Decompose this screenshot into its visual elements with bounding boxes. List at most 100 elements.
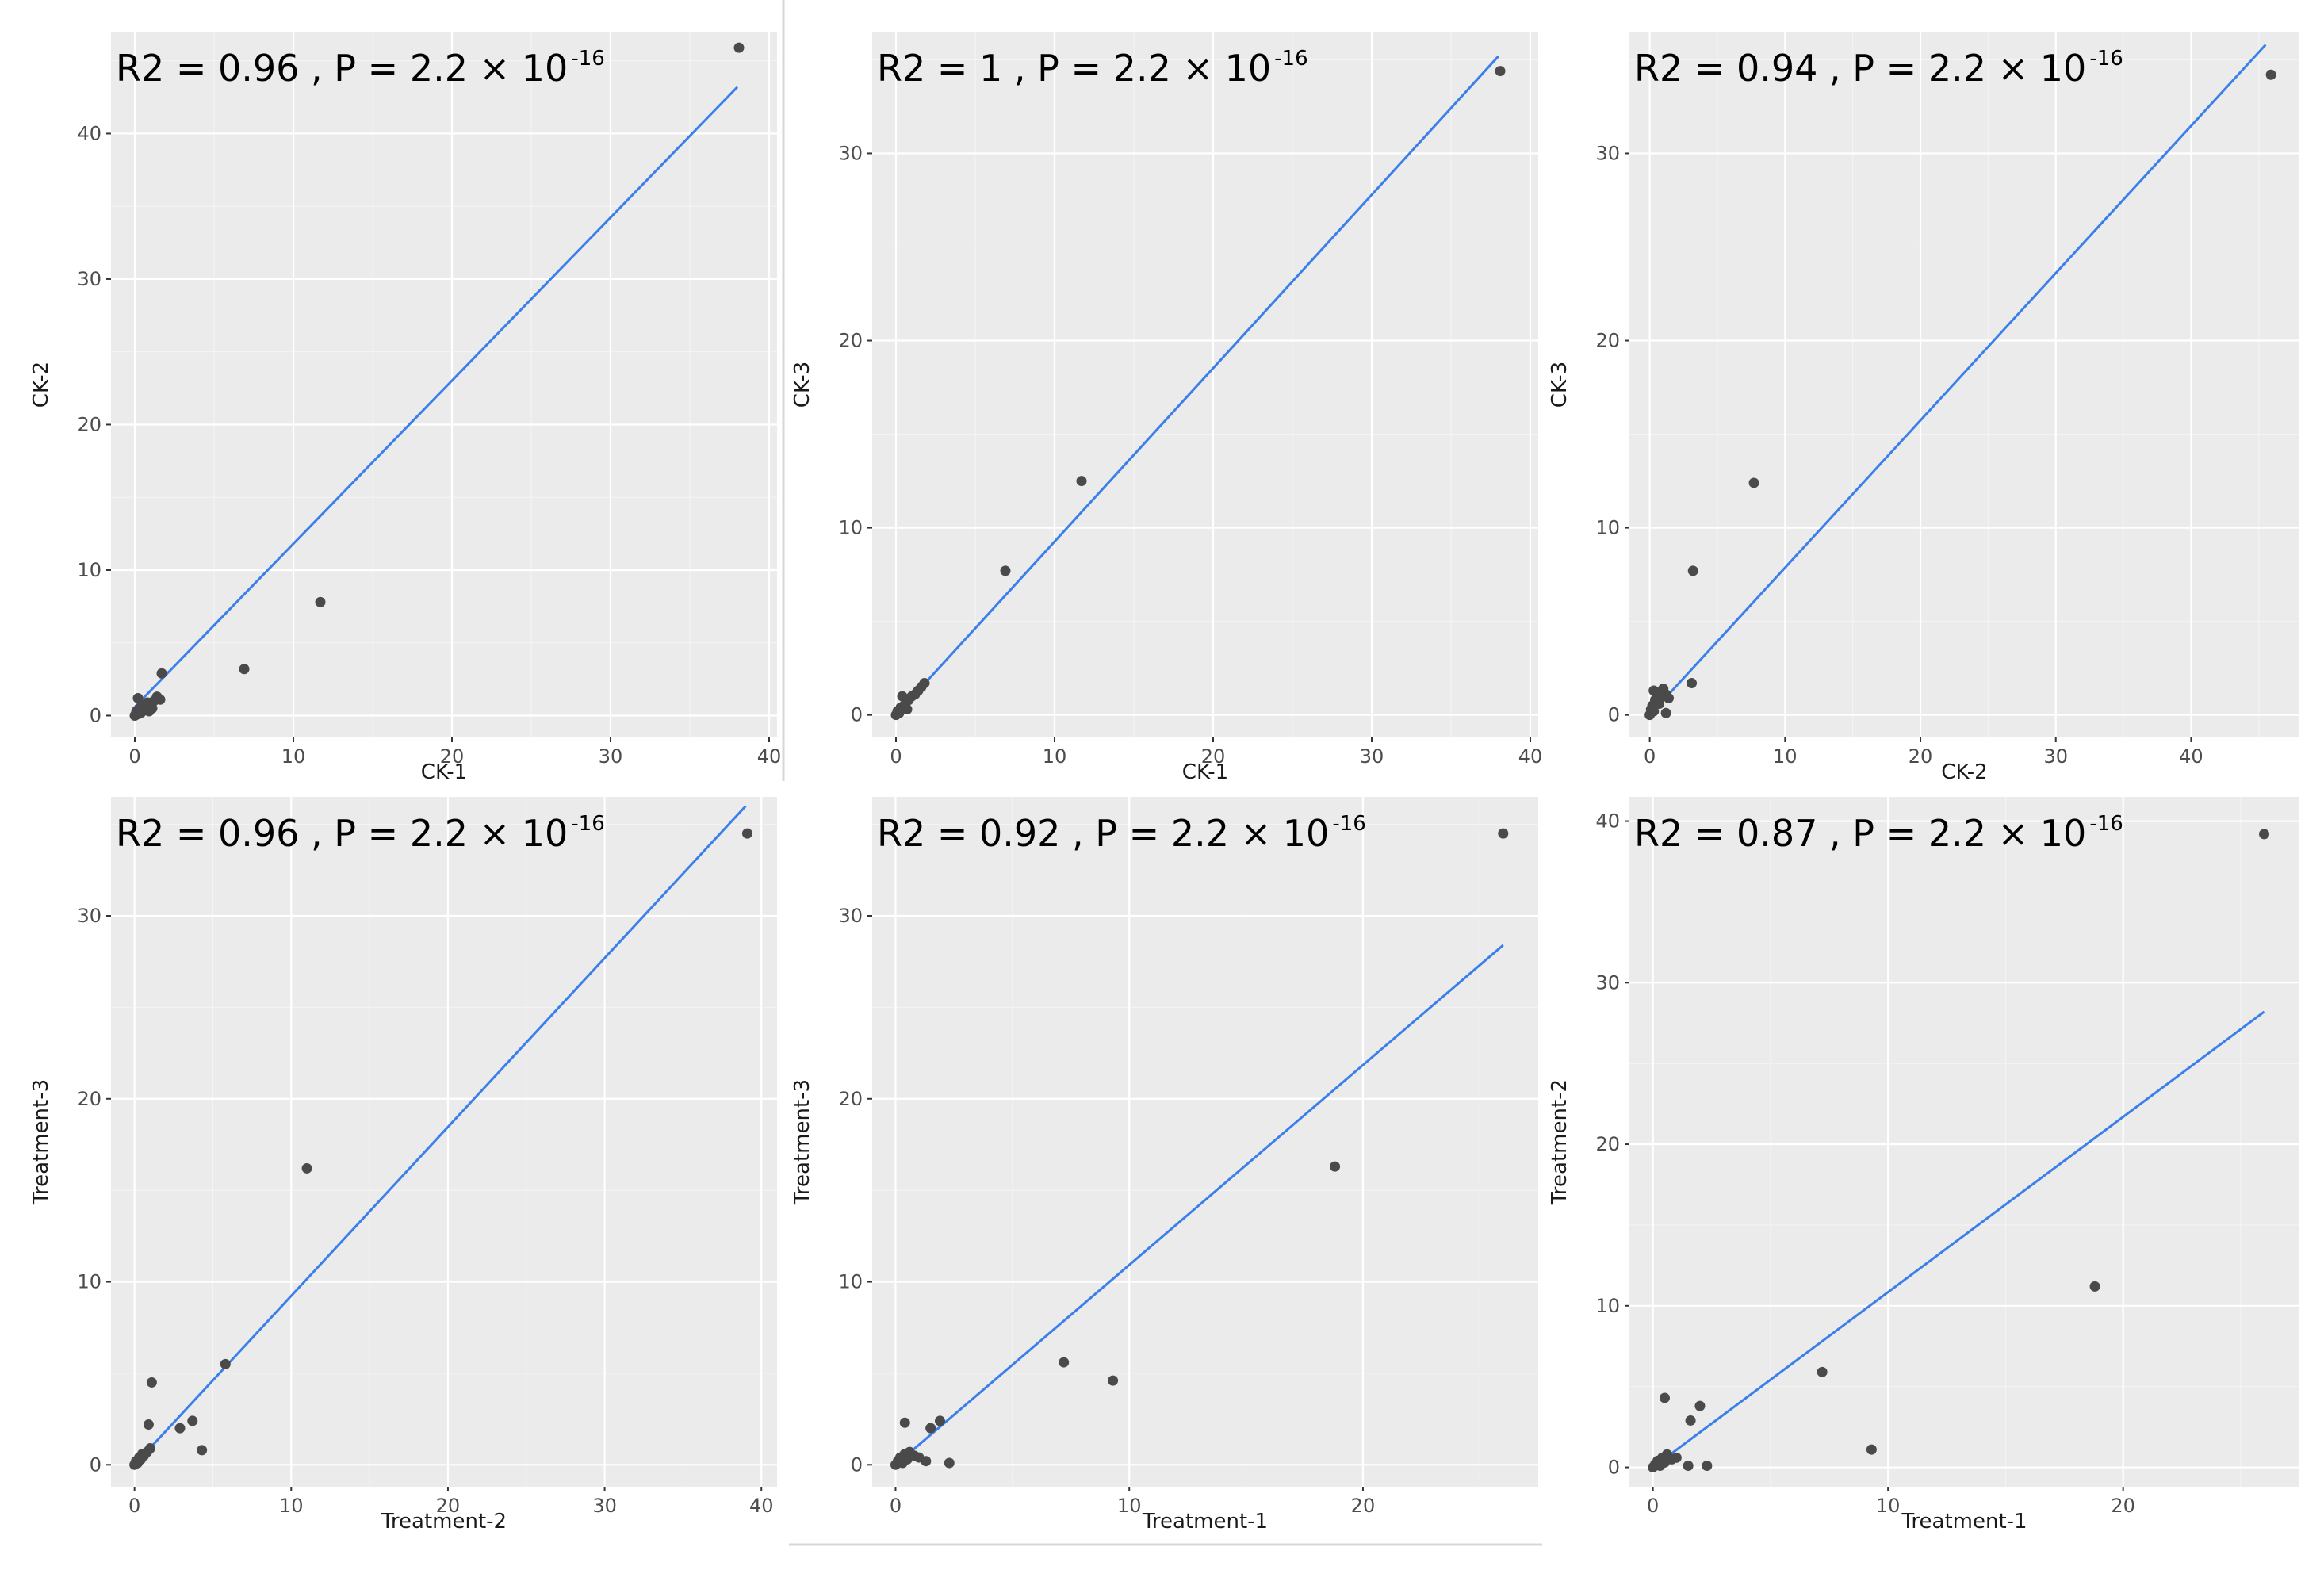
y-tick-label: 10 (838, 1271, 863, 1293)
scatter-point (1648, 685, 1660, 696)
annotation-exponent: -16 (571, 812, 604, 836)
scatter-panel-6: 0 10 20 0 10 20 30 40 Treatment-1 Treatment-2 R2 =… (1548, 797, 2299, 1534)
scatter-point (1498, 828, 1509, 839)
scatter-point (921, 1456, 932, 1467)
y-tick-label: 30 (1595, 971, 1620, 994)
scatter-point (220, 1358, 231, 1369)
scatter-panel-2: 0 10 20 30 40 0 10 20 30 CK-1 CK-3 R2 = 1 , P = 2.2… (791, 32, 1542, 784)
x-tick-label: 0 (128, 1495, 140, 1517)
y-axis-title: CK-3 (791, 362, 814, 408)
r2-p-annotation: R2 = 0.87 , P = 2.2 × 10 -16 (1634, 812, 2123, 855)
annotation-text: R2 = 1 , P = 2.2 × 10 (877, 47, 1271, 90)
scatter-point (187, 1415, 198, 1426)
scatter-point (197, 1445, 208, 1456)
scatter-point (1330, 1161, 1341, 1172)
x-tick-label: 30 (2043, 745, 2068, 768)
x-tick-label: 10 (281, 745, 306, 768)
x-tick-label: 20 (440, 745, 465, 768)
x-tick-label: 20 (1351, 1495, 1376, 1517)
y-tick-label: 30 (838, 142, 863, 164)
scatter-point (1685, 1415, 1696, 1426)
annotation-exponent: -16 (2089, 47, 2123, 71)
scatter-point (156, 668, 167, 679)
x-tick-label: 20 (2111, 1495, 2135, 1517)
scatter-point (315, 596, 326, 607)
y-axis-title: Treatment-2 (1548, 1079, 1572, 1205)
y-tick-label: 10 (77, 559, 101, 581)
scatter-panel-3: 0 10 20 30 40 0 10 20 30 CK-2 CK-3 R2 = 0.94 , P = … (1548, 32, 2299, 784)
scatter-point (902, 704, 913, 715)
scatter-point (1495, 66, 1506, 77)
scatter-point (2089, 1281, 2100, 1292)
scatter-point (301, 1162, 312, 1174)
scatter-point (239, 664, 250, 675)
x-tick-label: 20 (1909, 745, 1933, 768)
regression-line (133, 86, 739, 708)
x-axis-title: Treatment-1 (1142, 1510, 1268, 1534)
scatter-point (155, 694, 166, 705)
r2-p-annotation: R2 = 1 , P = 2.2 × 10 -16 (877, 47, 1308, 90)
panel-background (111, 32, 777, 737)
scatter-point (899, 1417, 910, 1428)
scatter-point (147, 703, 158, 714)
annotation-text: R2 = 0.87 , P = 2.2 × 10 (1634, 812, 2086, 855)
scatter-point (1664, 692, 1675, 703)
x-tick-label: 0 (890, 745, 902, 768)
x-tick-label: 40 (2179, 745, 2203, 768)
scatter-point (741, 828, 752, 839)
scatter-panel-4: 0 10 20 30 40 0 10 20 30 Treatment-2 Treatment-3 R2… (29, 797, 777, 1534)
x-tick-label: 0 (128, 745, 140, 768)
x-tick-label: 40 (757, 745, 782, 768)
panel-background (1629, 797, 2299, 1487)
scatter-point (1702, 1461, 1713, 1472)
y-tick-label: 0 (90, 1453, 101, 1476)
y-tick-label: 30 (77, 268, 101, 290)
scatter-point (1748, 477, 1759, 488)
scatter-point (132, 692, 144, 703)
y-tick-label: 20 (838, 330, 863, 352)
regression-line (894, 55, 1500, 716)
x-axis-title: CK-2 (1941, 760, 1987, 784)
y-axis-title: Treatment-3 (29, 1079, 53, 1205)
scatter-point (944, 1457, 955, 1469)
x-axis-title: Treatment-1 (1901, 1510, 2027, 1534)
scatter-point (1660, 707, 1671, 718)
y-tick-label: 10 (1595, 1295, 1620, 1317)
x-tick-label: 0 (890, 1495, 902, 1517)
y-tick-label: 20 (77, 413, 101, 435)
scatter-point (143, 1419, 154, 1430)
scatter-point (2265, 69, 2276, 80)
y-tick-label: 20 (77, 1088, 101, 1110)
x-tick-label: 30 (599, 745, 623, 768)
annotation-exponent: -16 (1332, 812, 1365, 836)
scatter-point (1683, 1461, 1694, 1472)
panel-background (1629, 32, 2299, 737)
x-tick-label: 10 (1773, 745, 1798, 768)
x-tick-label: 30 (1360, 745, 1384, 768)
scatter-point (897, 691, 908, 702)
x-tick-label: 40 (749, 1495, 774, 1517)
y-tick-label: 0 (851, 704, 863, 726)
annotation-text: R2 = 0.96 , P = 2.2 × 10 (116, 47, 568, 90)
scatter-point (174, 1423, 186, 1434)
scatter-point (1659, 1392, 1670, 1403)
x-axis-title: Treatment-2 (381, 1510, 507, 1534)
scatter-panel-5: 0 10 20 0 10 20 30 Treatment-1 Treatment-3 R2 = 0… (791, 797, 1538, 1534)
regression-line (133, 805, 747, 1466)
r2-p-annotation: R2 = 0.94 , P = 2.2 × 10 -16 (1634, 47, 2123, 90)
regression-line (894, 944, 1504, 1466)
x-axis-title: CK-1 (1182, 760, 1228, 784)
r2-p-annotation: R2 = 0.96 , P = 2.2 × 10 -16 (116, 812, 605, 855)
y-axis-title: Treatment-3 (791, 1079, 814, 1205)
scatter-point (919, 678, 930, 689)
y-tick-label: 0 (1608, 704, 1620, 726)
x-tick-label: 40 (1518, 745, 1543, 768)
y-tick-label: 10 (77, 1271, 101, 1293)
x-tick-label: 10 (279, 1495, 304, 1517)
annotation-exponent: -16 (571, 47, 604, 71)
annotation-text: R2 = 0.96 , P = 2.2 × 10 (116, 812, 568, 855)
y-tick-label: 0 (90, 704, 101, 726)
y-tick-label: 0 (1608, 1457, 1620, 1479)
y-tick-label: 20 (1595, 330, 1620, 352)
